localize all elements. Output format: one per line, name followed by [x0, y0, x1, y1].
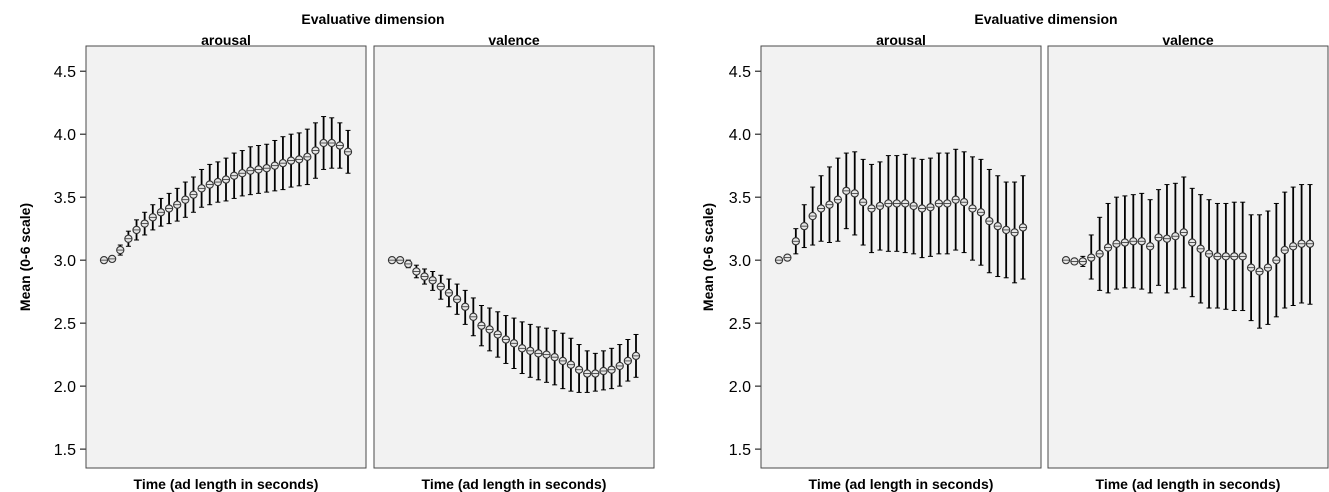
- facet-panel-arousal: [85, 45, 367, 469]
- chart-title: Evaluative dimension: [301, 11, 444, 27]
- y-tick-label: 4.5: [54, 64, 76, 81]
- x-axis-label: Time (ad length in seconds): [422, 476, 607, 492]
- facet-label-arousal: arousal: [201, 32, 251, 48]
- y-tick-label: 1.5: [54, 442, 76, 459]
- y-tick-label: 2.5: [54, 316, 76, 333]
- y-tick-label: 3.5: [729, 190, 751, 207]
- facet-label-arousal: arousal: [876, 32, 926, 48]
- y-tick-label: 4.0: [729, 127, 751, 144]
- facet-label-valence: valence: [1162, 32, 1214, 48]
- y-tick-label: 1.5: [729, 442, 751, 459]
- y-tick-label: 2.0: [729, 379, 751, 396]
- y-axis-label: Mean (0-6 scale): [700, 203, 716, 311]
- y-tick-label: 3.5: [54, 190, 76, 207]
- chart-title: Evaluative dimension: [974, 11, 1117, 27]
- y-tick-label: 4.5: [729, 64, 751, 81]
- y-tick-label: 4.0: [54, 127, 76, 144]
- y-axis-label: Mean (0-6 scale): [17, 203, 33, 311]
- y-tick-label: 3.0: [729, 253, 751, 270]
- x-axis-label: Time (ad length in seconds): [809, 476, 994, 492]
- facet-panel-valence: [373, 45, 655, 469]
- y-tick-label: 2.5: [729, 316, 751, 333]
- y-tick-label: 3.0: [54, 253, 76, 270]
- y-tick-label: 2.0: [54, 379, 76, 396]
- x-axis-label: Time (ad length in seconds): [1096, 476, 1281, 492]
- facet-panel-arousal: [760, 45, 1042, 469]
- x-axis-label: Time (ad length in seconds): [134, 476, 319, 492]
- facet-label-valence: valence: [488, 32, 540, 48]
